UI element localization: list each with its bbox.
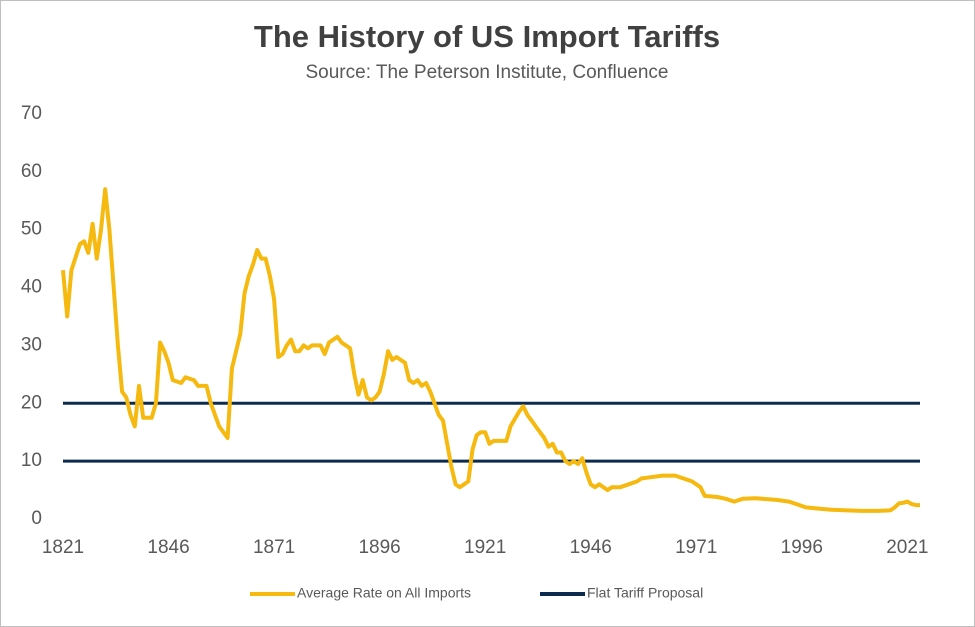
- x-tick-label: 1871: [253, 537, 295, 558]
- y-tick-label: 50: [21, 219, 42, 240]
- x-tick-label: 1946: [570, 537, 612, 558]
- x-tick-label: 1921: [464, 537, 506, 558]
- x-tick-label: 1996: [781, 537, 823, 558]
- x-tick-label: 1846: [147, 537, 189, 558]
- y-tick-label: 60: [21, 161, 42, 182]
- legend-label: Flat Tariff Proposal: [587, 585, 703, 601]
- x-tick-label: 1896: [358, 537, 400, 558]
- x-tick-label: 1971: [675, 537, 717, 558]
- y-tick-label: 30: [21, 334, 42, 355]
- x-tick-label: 1821: [42, 537, 84, 558]
- y-tick-label: 70: [21, 103, 42, 124]
- chart-title: The History of US Import Tariffs: [254, 19, 720, 54]
- chart-subtitle: Source: The Peterson Institute, Confluen…: [306, 62, 669, 83]
- legend-label: Average Rate on All Imports: [297, 585, 471, 601]
- y-tick-label: 40: [21, 277, 42, 298]
- x-tick-label: 2021: [886, 537, 928, 558]
- line-series: [61, 187, 920, 513]
- y-tick-label: 10: [21, 450, 42, 471]
- y-tick-label: 0: [31, 508, 42, 529]
- y-tick-label: 20: [21, 392, 42, 413]
